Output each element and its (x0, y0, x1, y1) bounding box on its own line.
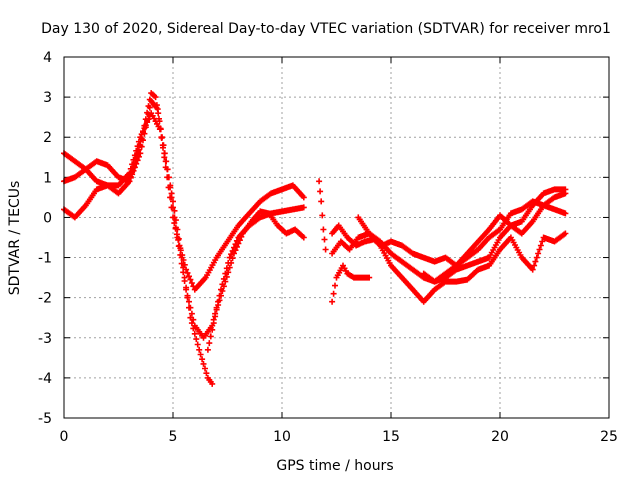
series-track-j (420, 190, 569, 285)
series-markers (61, 90, 216, 387)
series-track-i (355, 214, 569, 305)
y-tick-label: -1 (38, 251, 52, 267)
series-markers (329, 262, 373, 305)
series-markers (316, 178, 329, 253)
y-tick-label: 3 (43, 90, 52, 106)
series-track-b (61, 90, 216, 387)
y-tick-label: -4 (38, 371, 52, 387)
y-tick-label: 0 (43, 210, 52, 226)
x-tick-label: 5 (169, 429, 178, 445)
x-tick-label: 15 (382, 429, 400, 445)
chart-title: Day 130 of 2020, Sidereal Day-to-day VTE… (41, 21, 611, 37)
data-points (61, 90, 569, 387)
series-track-c (61, 110, 307, 341)
series-track-d (204, 208, 307, 353)
plot-frame (63, 56, 610, 419)
y-tick-label: 1 (43, 170, 52, 186)
grid-lines (64, 57, 609, 418)
y-tick-label: 2 (43, 130, 52, 146)
y-tick-label: 4 (43, 50, 52, 66)
x-tick-label: 25 (600, 429, 618, 445)
x-tick-label: 0 (60, 429, 69, 445)
y-axis-label: SDTVAR / TECUs (7, 181, 23, 296)
x-tick-label: 10 (273, 429, 291, 445)
series-markers (61, 110, 307, 341)
series-markers (420, 190, 569, 285)
series-markers (355, 214, 569, 305)
series-markers (204, 208, 307, 353)
y-tick-label: -5 (38, 411, 52, 427)
y-tick-label: -2 (38, 291, 52, 307)
x-tick-label: 20 (491, 429, 509, 445)
series-track-f (329, 262, 373, 305)
x-axis-label: GPS time / hours (276, 458, 393, 474)
y-tick-label: -3 (38, 331, 52, 347)
series-track-e (316, 178, 329, 253)
axis-ticks: 0 5 10 15 20 25 -5 -4 -3 -2 -1 0 1 2 3 4 (38, 50, 618, 445)
